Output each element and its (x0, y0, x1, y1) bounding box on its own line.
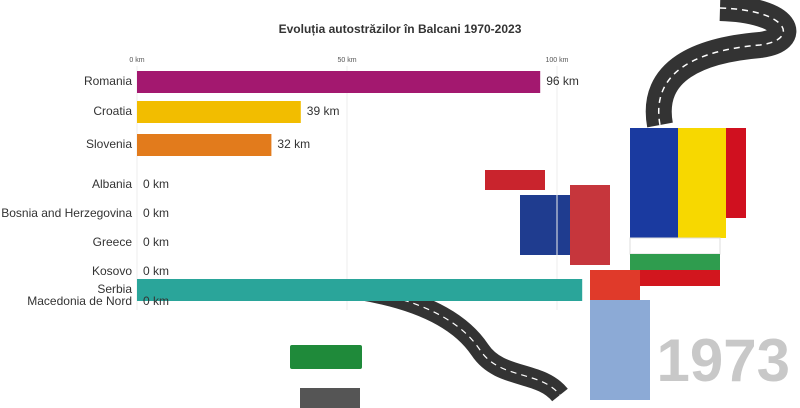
x-tick-label: 50 km (337, 57, 356, 64)
category-label: Bosnia and Herzegovina (1, 206, 132, 220)
bar (137, 71, 541, 93)
value-label: 0 km (143, 294, 169, 308)
value-label: 0 km (143, 177, 169, 191)
category-label: Croatia (93, 104, 132, 118)
decoration (290, 0, 797, 408)
chart-title: Evoluția autostrăzilor în Balcani 1970-2… (279, 22, 522, 36)
category-label: Romania (84, 74, 132, 88)
value-label: 32 km (277, 137, 310, 151)
value-label: 96 km (546, 74, 579, 88)
bar (137, 279, 583, 301)
x-tick-label: 100 km (546, 57, 569, 64)
category-label: Albania (92, 177, 132, 191)
category-label: Kosovo (92, 264, 132, 278)
value-label: 0 km (143, 264, 169, 278)
value-label: 0 km (143, 206, 169, 220)
category-label: Slovenia (86, 137, 132, 151)
category-label: Macedonia de Nord (27, 294, 132, 308)
value-label: 0 km (143, 235, 169, 249)
year-label: 1973 (657, 327, 790, 394)
bar (137, 101, 301, 123)
category-label: Greece (93, 235, 133, 249)
x-tick-label: 0 km (129, 57, 144, 64)
value-label: 39 km (307, 104, 340, 118)
bar (137, 134, 272, 156)
category-label: Serbia (97, 282, 132, 296)
